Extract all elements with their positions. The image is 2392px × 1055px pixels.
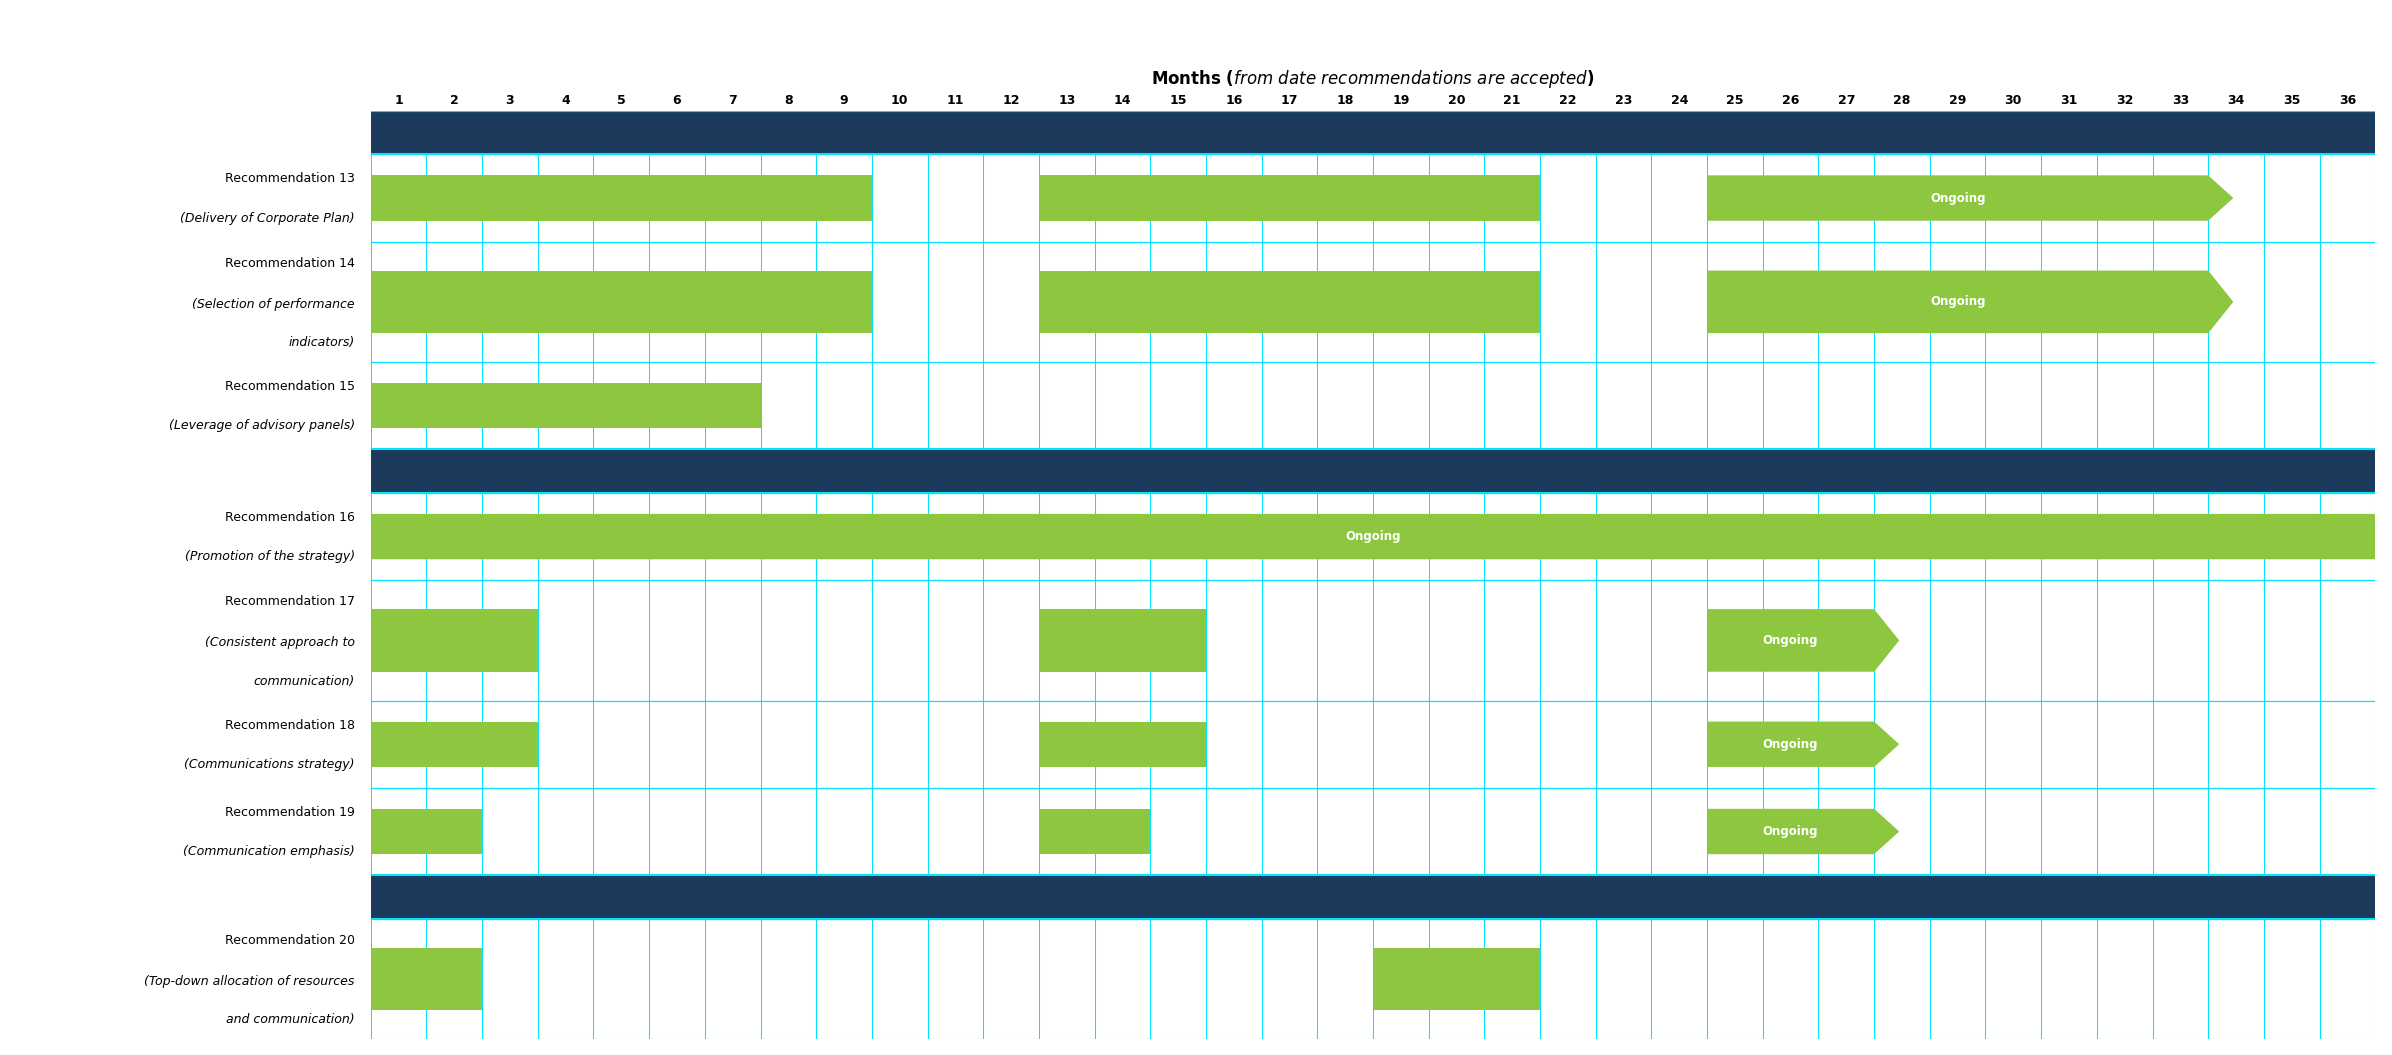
Text: Recommendation 15: Recommendation 15 bbox=[225, 380, 354, 394]
Text: Strategic communication: Strategic communication bbox=[148, 463, 354, 479]
Text: Ongoing: Ongoing bbox=[1763, 737, 1818, 751]
Bar bbox=[371, 947, 483, 1011]
Title: $\bf{Months\ (}$$\bf{\it{from\ date\ recommendations\ are\ accepted}}$$\bf{)}$: $\bf{Months\ (}$$\bf{\it{from\ date\ rec… bbox=[1151, 68, 1595, 90]
Bar bbox=[371, 111, 2375, 154]
Text: Recommendation 14: Recommendation 14 bbox=[225, 256, 354, 270]
Text: (Selection of performance: (Selection of performance bbox=[191, 298, 354, 311]
Bar bbox=[371, 449, 2375, 493]
Text: Recommendation 19: Recommendation 19 bbox=[225, 806, 354, 819]
Text: (Leverage of advisory panels): (Leverage of advisory panels) bbox=[167, 419, 354, 433]
Bar bbox=[1038, 809, 1151, 855]
Bar bbox=[371, 383, 761, 428]
Bar bbox=[371, 722, 538, 767]
Text: (Communications strategy): (Communications strategy) bbox=[184, 757, 354, 771]
Text: (Promotion of the strategy): (Promotion of the strategy) bbox=[184, 550, 354, 563]
Bar bbox=[371, 609, 538, 672]
Text: (Delivery of Corporate Plan): (Delivery of Corporate Plan) bbox=[179, 212, 354, 225]
Bar bbox=[371, 876, 2375, 919]
Bar bbox=[371, 270, 871, 333]
Text: Ongoing: Ongoing bbox=[1930, 192, 1985, 205]
Text: Recommendation 17: Recommendation 17 bbox=[225, 595, 354, 609]
Text: (Consistent approach to: (Consistent approach to bbox=[206, 636, 354, 649]
Bar bbox=[1373, 947, 1540, 1011]
Text: (Top-down allocation of resources: (Top-down allocation of resources bbox=[144, 975, 354, 987]
Polygon shape bbox=[1708, 609, 1899, 672]
Text: Ongoing: Ongoing bbox=[1930, 295, 1985, 308]
Bar bbox=[371, 175, 871, 220]
Polygon shape bbox=[1708, 270, 2234, 333]
Bar bbox=[371, 809, 483, 855]
Text: Recommendation 18: Recommendation 18 bbox=[225, 718, 354, 731]
Polygon shape bbox=[1708, 722, 1899, 767]
Text: Ongoing: Ongoing bbox=[1763, 634, 1818, 647]
Polygon shape bbox=[371, 514, 2392, 559]
Text: Ongoing: Ongoing bbox=[1763, 825, 1818, 838]
Bar bbox=[1038, 175, 1540, 220]
Text: indicators): indicators) bbox=[289, 337, 354, 349]
Text: Strategy development: Strategy development bbox=[170, 126, 354, 140]
Bar bbox=[1038, 609, 1206, 672]
Text: communication): communication) bbox=[254, 675, 354, 688]
Polygon shape bbox=[1708, 175, 2234, 220]
Polygon shape bbox=[1708, 809, 1899, 855]
Text: (Communication emphasis): (Communication emphasis) bbox=[182, 845, 354, 858]
Text: and communication): and communication) bbox=[227, 1014, 354, 1027]
Text: Recommendation 16: Recommendation 16 bbox=[225, 511, 354, 524]
Text: Resource allocation: Resource allocation bbox=[191, 889, 354, 904]
Bar bbox=[1038, 270, 1540, 333]
Text: Recommendation 13: Recommendation 13 bbox=[225, 172, 354, 186]
Text: Ongoing: Ongoing bbox=[1344, 530, 1402, 543]
Bar bbox=[1038, 722, 1206, 767]
Text: Recommendation 20: Recommendation 20 bbox=[225, 934, 354, 947]
